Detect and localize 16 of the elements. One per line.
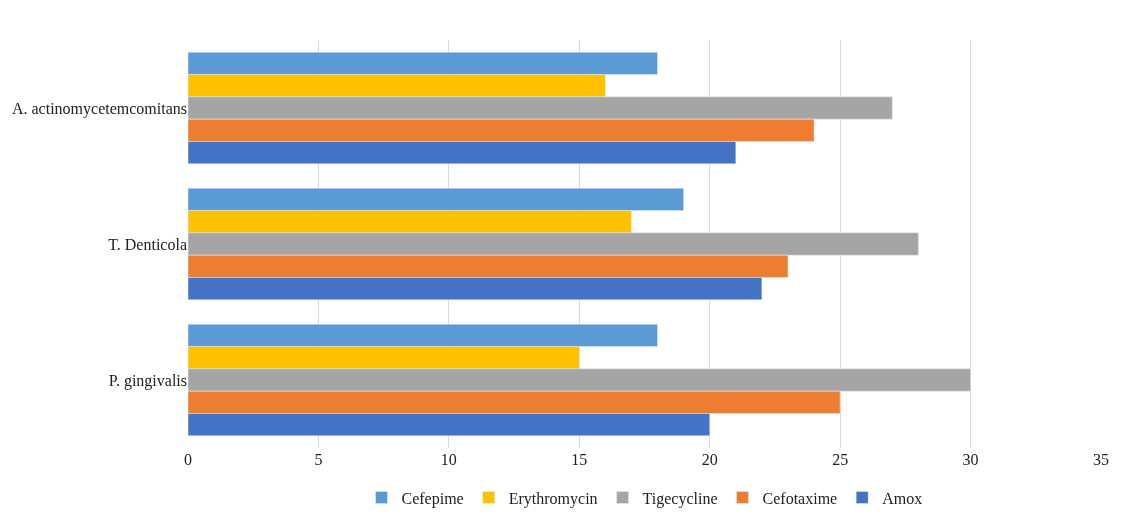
- x-tick-label: 30: [962, 451, 979, 468]
- y-tick-label: P. gingivalis: [108, 371, 187, 390]
- x-tick-label: 15: [571, 451, 588, 468]
- legend-label: Tigecycline: [642, 489, 718, 508]
- y-tick-label: T. Denticola: [108, 235, 187, 253]
- x-tick-label: 25: [832, 451, 849, 468]
- x-tick-label: 35: [1093, 451, 1109, 468]
- x-tick-label: 0: [184, 451, 192, 468]
- x-tick-label: 5: [314, 451, 323, 468]
- x-tick-label: 10: [440, 451, 457, 468]
- legend-label: Cefotaxime: [762, 489, 838, 507]
- y-tick-label: A. actinomycetemcomitans: [11, 99, 187, 118]
- legend-label: Amox: [882, 489, 923, 507]
- legend-label: Cefepime: [401, 489, 464, 508]
- x-tick-label: 20: [701, 451, 718, 468]
- legend-label: Erythromycin: [508, 489, 598, 508]
